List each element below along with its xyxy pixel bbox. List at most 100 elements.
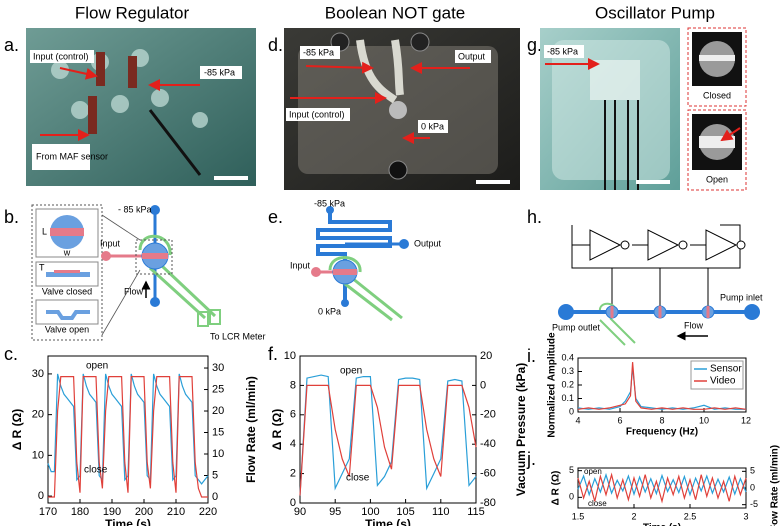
plot-frame xyxy=(47,355,209,504)
x-tick-label: 105 xyxy=(396,506,414,518)
label-box xyxy=(544,45,584,58)
port xyxy=(410,32,430,52)
x-axis-label: Time (s) xyxy=(365,517,411,526)
y-tick-label: 0.3 xyxy=(561,366,574,376)
y2-axis-label: Vacuum Pressure (kPa) xyxy=(514,363,528,496)
series-line xyxy=(577,472,747,497)
valve-gap xyxy=(699,136,735,148)
legend-box xyxy=(690,360,744,390)
channels xyxy=(590,60,640,100)
x-tick-label: 170 xyxy=(39,506,57,518)
y-tick-label: 0 xyxy=(569,406,574,416)
y-tick-label: 6 xyxy=(290,409,296,421)
valve xyxy=(389,101,407,119)
x-tick-label: 2 xyxy=(631,511,636,521)
diagram-label: L xyxy=(42,226,47,236)
x-tick-label: 10 xyxy=(699,415,709,425)
y-axis-label: Δ R (Ω) xyxy=(10,409,24,451)
tube xyxy=(96,52,105,86)
inset-label: Closed xyxy=(703,90,731,100)
y2-tick-label: -80 xyxy=(480,497,496,509)
panel-letter: f. xyxy=(268,344,278,364)
y-tick-label: 30 xyxy=(32,368,44,380)
panel-letter: g. xyxy=(527,35,542,55)
y2-axis-label: Fow Rate (ml/min) xyxy=(770,445,781,526)
arrow xyxy=(720,127,741,142)
x-tick-label: 100 xyxy=(361,506,379,518)
diagram-label: -85 kPa xyxy=(314,198,345,208)
panel-letter: e. xyxy=(268,207,283,227)
x-axis-label: Frequency (Hz) xyxy=(626,427,698,438)
port xyxy=(101,251,111,261)
port xyxy=(388,160,408,180)
zoom-line xyxy=(101,269,141,336)
diagram-label: - 85 kPa xyxy=(118,204,152,214)
y2-tick-label: 5 xyxy=(750,466,755,476)
x-tick-label: 12 xyxy=(741,415,751,425)
diagram-label: Output xyxy=(414,238,442,248)
label-box xyxy=(418,120,448,133)
tube xyxy=(356,39,398,104)
tube xyxy=(88,96,97,134)
photo-label: Input (control) xyxy=(289,109,345,119)
zoom-box xyxy=(135,239,173,275)
valve-channel xyxy=(610,306,710,318)
electrode xyxy=(138,234,217,320)
port xyxy=(341,299,349,307)
y2-tick-label: 15 xyxy=(212,426,224,438)
y-tick-label: 0.4 xyxy=(561,352,574,362)
x-tick-label: 8 xyxy=(659,415,664,425)
pad xyxy=(209,309,221,325)
panel-letter: h. xyxy=(527,207,542,227)
annotation: open xyxy=(86,361,108,372)
annotation: close xyxy=(346,473,370,484)
label-box xyxy=(300,46,340,59)
label-box xyxy=(286,108,350,121)
series-line xyxy=(299,384,477,496)
y2-tick-label: 30 xyxy=(212,362,224,374)
y-axis-label: Normalized Amplitude xyxy=(547,332,558,438)
arrow xyxy=(305,61,374,74)
y-tick-label: 4 xyxy=(290,438,296,450)
y-tick-label: 5 xyxy=(569,465,574,475)
valve-gap xyxy=(699,55,735,61)
y-tick-label: 10 xyxy=(284,350,296,362)
x-tick-label: 210 xyxy=(167,506,185,518)
wire xyxy=(148,109,202,176)
photo-label: Output xyxy=(458,51,486,61)
panel-letter: j. xyxy=(526,449,536,469)
x-tick-label: 1.5 xyxy=(572,511,585,521)
photo-label: From MAF sensor xyxy=(36,151,108,161)
port xyxy=(311,267,321,277)
y2-tick-label: -20 xyxy=(480,409,496,421)
label-box xyxy=(455,50,491,63)
diagram-b: L w T Valve closed Valve open - 85 kPa I… xyxy=(31,204,266,341)
x-axis-label: Time (s) xyxy=(643,523,681,526)
x-tick-label: 2.5 xyxy=(684,511,697,521)
layer xyxy=(46,310,90,320)
y2-tick-label: 25 xyxy=(212,383,224,395)
inset-label: Open xyxy=(706,174,728,184)
column-title: Boolean NOT gate xyxy=(325,3,466,22)
y2-axis-label: Flow Rate (ml/min) xyxy=(244,376,258,483)
diagram-label: T xyxy=(39,262,45,272)
x-tick-label: 200 xyxy=(135,506,153,518)
diagram-label: Flow xyxy=(684,320,704,330)
photo-g: -85 kPa Closed Open xyxy=(540,27,747,191)
port xyxy=(558,304,574,320)
wiring xyxy=(571,224,741,269)
y-tick-label: 8 xyxy=(290,379,296,391)
port xyxy=(326,206,334,214)
layer xyxy=(54,270,80,273)
inverter xyxy=(589,229,738,261)
panel-letter: d. xyxy=(268,35,283,55)
x-tick-label: 90 xyxy=(294,506,306,518)
port xyxy=(150,205,160,215)
valve-channel xyxy=(142,253,168,259)
y-tick-label: 0.2 xyxy=(561,379,574,389)
zoom-line xyxy=(101,214,141,241)
layer xyxy=(46,272,90,277)
photo-label: Input (control) xyxy=(33,51,89,61)
diagram-label: Valve open xyxy=(45,324,89,334)
x-tick-label: 6 xyxy=(617,415,622,425)
